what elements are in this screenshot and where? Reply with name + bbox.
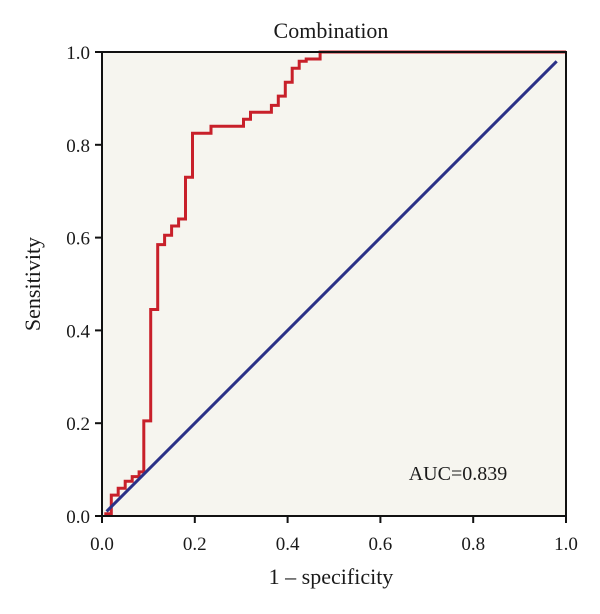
chart-title: Combination	[274, 18, 389, 43]
y-tick-label: 0.0	[66, 507, 90, 528]
x-tick-label: 0.8	[461, 534, 485, 555]
y-tick-label: 0.8	[66, 136, 90, 157]
auc-annotation: AUC=0.839	[409, 463, 508, 485]
plot-frame	[101, 51, 567, 517]
x-tick-label: 0.2	[183, 534, 207, 555]
x-tick-label: 1.0	[554, 534, 578, 555]
x-tick-label: 0.6	[369, 534, 393, 555]
x-tick-label: 0.0	[90, 534, 114, 555]
x-axis-label: 1 – specificity	[269, 564, 394, 589]
y-tick-label: 1.0	[66, 43, 90, 64]
y-tick-label: 0.4	[66, 321, 90, 342]
y-tick-label: 0.6	[66, 229, 90, 250]
x-tick-label: 0.4	[276, 534, 300, 555]
reference-diagonal-line	[105, 60, 558, 513]
y-tick-label: 0.2	[66, 414, 90, 435]
roc-curve-line	[104, 50, 566, 516]
y-axis-label: Sensitivity	[20, 237, 45, 331]
